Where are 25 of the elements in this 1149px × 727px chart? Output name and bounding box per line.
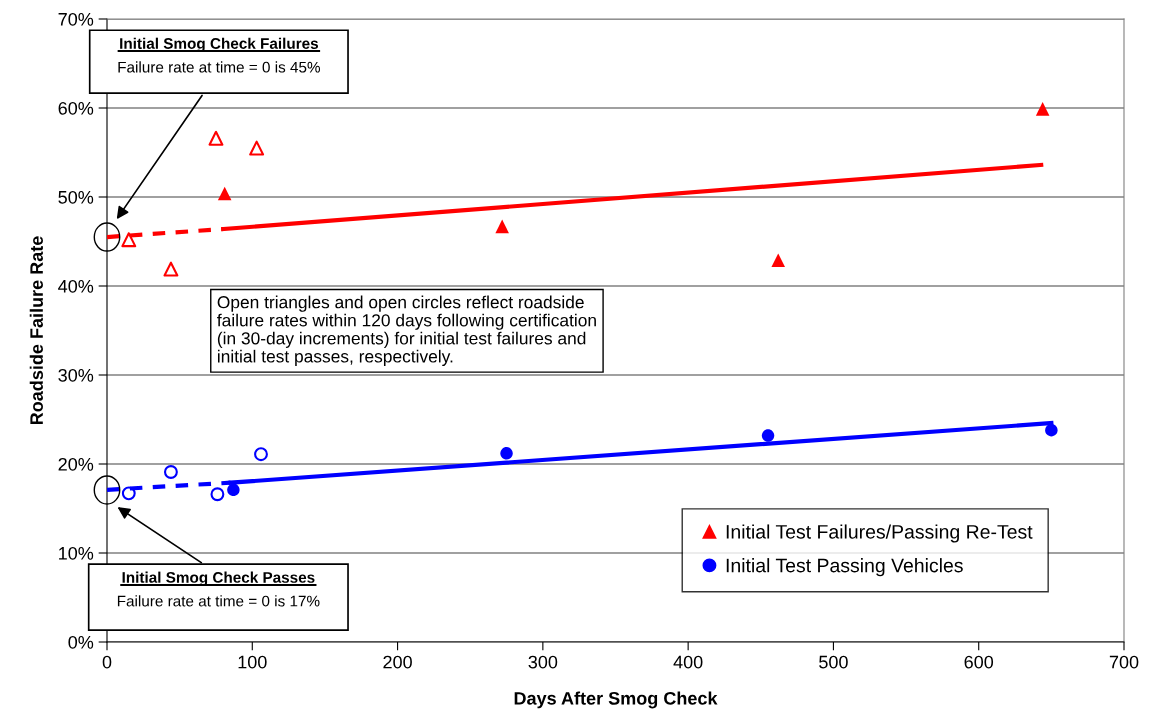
- legend-label: Initial Test Passing Vehicles: [726, 558, 963, 577]
- y-tick-label: 30%: [58, 368, 94, 382]
- annotation: Open triangles and open circles reflect roadside failure rates within 120 days following certification (in 30-day increments) for initial test failures and initial test passes, respectively.: [217, 295, 596, 367]
- y-tick-label: 0%: [68, 635, 94, 649]
- x-axis-title: Days After Smog Check: [514, 691, 718, 709]
- x-tick-label: 100: [238, 655, 267, 669]
- y-tick-label: 50%: [58, 190, 94, 204]
- annotation: Failure rate at time = 0 is 17%: [117, 595, 320, 607]
- legend-label: Initial Test Failures/Passing Re-Test: [726, 524, 1033, 543]
- y-tick-label: 70%: [58, 12, 94, 26]
- x-tick-label: 500: [819, 655, 848, 669]
- annotation: Initial Smog Check Passes: [122, 571, 315, 586]
- annotation: Failure rate at time = 0 is 45%: [118, 61, 321, 73]
- x-tick-label: 400: [673, 655, 703, 669]
- x-tick-label: 0: [102, 655, 112, 669]
- x-tick-label: 300: [528, 655, 558, 669]
- x-tick-label: 700: [1109, 655, 1139, 669]
- y-tick-label: 20%: [58, 457, 94, 471]
- y-tick-label: 60%: [58, 101, 94, 115]
- x-tick-label: 600: [964, 655, 994, 669]
- y-tick-label: 10%: [59, 546, 94, 560]
- y-axis-title: Roadside Failure Rate: [29, 236, 43, 425]
- annotation: Initial Smog Check Failures: [120, 37, 319, 52]
- y-tick-label: 40%: [58, 279, 94, 293]
- x-tick-label: 200: [383, 655, 412, 669]
